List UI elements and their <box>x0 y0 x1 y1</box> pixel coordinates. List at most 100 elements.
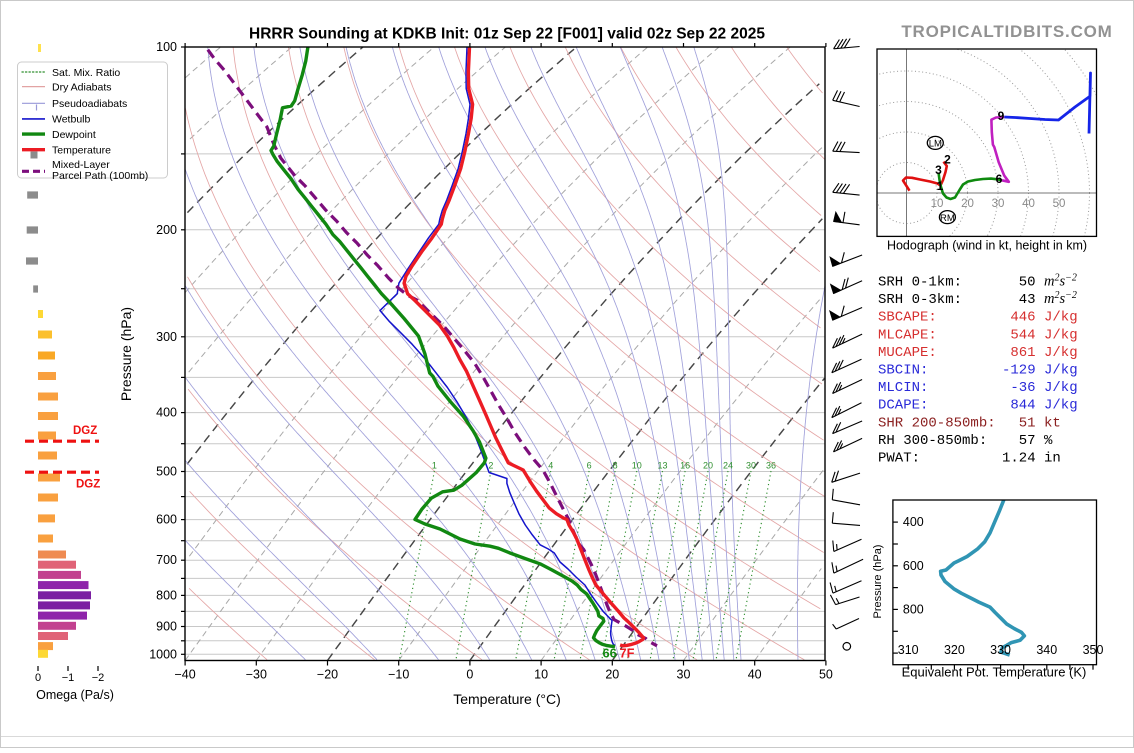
svg-text:1000: 1000 <box>149 647 177 661</box>
svg-text:in: in <box>1044 451 1061 467</box>
svg-text:J/kg: J/kg <box>1044 380 1078 396</box>
svg-text:330: 330 <box>990 643 1011 657</box>
svg-text:4: 4 <box>548 461 553 471</box>
svg-text:MLCAPE:: MLCAPE: <box>878 327 937 343</box>
svg-text:Sat. Mix. Ratio: Sat. Mix. Ratio <box>52 67 120 79</box>
svg-text:200: 200 <box>156 223 177 237</box>
svg-text:20: 20 <box>961 198 974 210</box>
svg-text:100: 100 <box>156 40 177 54</box>
svg-text:700: 700 <box>156 553 177 567</box>
svg-text:Omega (Pa/s): Omega (Pa/s) <box>36 688 114 702</box>
svg-text:844: 844 <box>1010 398 1035 414</box>
svg-text:HRRR Sounding at KDKB Init: 01: HRRR Sounding at KDKB Init: 01z Sep 22 [… <box>249 26 765 43</box>
svg-text:Temperature: Temperature <box>52 145 111 157</box>
svg-text:10: 10 <box>931 198 944 210</box>
svg-text:320: 320 <box>944 643 965 657</box>
svg-text:36: 36 <box>766 461 776 471</box>
svg-text:Temperature (°C): Temperature (°C) <box>453 691 561 707</box>
svg-text:40: 40 <box>748 668 762 682</box>
svg-text:TROPICALTIDBITS.COM: TROPICALTIDBITS.COM <box>901 22 1112 41</box>
svg-text:Parcel Path (100mb): Parcel Path (100mb) <box>52 170 148 182</box>
svg-text:20: 20 <box>605 668 619 682</box>
svg-text:350: 350 <box>1083 643 1104 657</box>
svg-text:Wetbulb: Wetbulb <box>52 114 90 126</box>
svg-text:30: 30 <box>677 668 691 682</box>
svg-text:800: 800 <box>903 602 924 616</box>
svg-text:J/kg: J/kg <box>1044 310 1078 326</box>
svg-text:10: 10 <box>534 668 548 682</box>
svg-text:500: 500 <box>156 465 177 479</box>
svg-text:2: 2 <box>944 153 951 167</box>
svg-text:30: 30 <box>746 461 756 471</box>
svg-text:-129: -129 <box>1002 363 1036 379</box>
svg-text:310: 310 <box>898 643 919 657</box>
svg-text:0: 0 <box>466 668 473 682</box>
svg-text:Pressure (hPa): Pressure (hPa) <box>872 545 884 619</box>
svg-text:LM: LM <box>929 139 942 150</box>
svg-text:800: 800 <box>156 588 177 602</box>
svg-text:SBCIN:: SBCIN: <box>878 363 928 379</box>
svg-text:600: 600 <box>903 559 924 573</box>
svg-text:7F: 7F <box>620 646 635 661</box>
svg-text:−20: −20 <box>317 668 338 682</box>
svg-text:861: 861 <box>1010 345 1035 361</box>
svg-text:−2: −2 <box>92 672 105 684</box>
svg-text:-36: -36 <box>1010 380 1035 396</box>
svg-text:J/kg: J/kg <box>1044 327 1078 343</box>
svg-text:Pseudoadiabats: Pseudoadiabats <box>52 98 127 110</box>
svg-text:57: 57 <box>1019 433 1036 449</box>
svg-text:400: 400 <box>156 406 177 420</box>
svg-text:16: 16 <box>680 461 690 471</box>
svg-text:−40: −40 <box>174 668 195 682</box>
svg-text:MLCIN:: MLCIN: <box>878 380 928 396</box>
svg-text:1: 1 <box>432 461 437 471</box>
svg-text:kt: kt <box>1044 415 1061 431</box>
svg-text:−10: −10 <box>388 668 409 682</box>
svg-text:Pressure (hPa): Pressure (hPa) <box>118 307 134 401</box>
svg-text:400: 400 <box>903 515 924 529</box>
svg-text:J/kg: J/kg <box>1044 345 1078 361</box>
svg-text:6: 6 <box>587 461 592 471</box>
svg-text:13: 13 <box>657 461 667 471</box>
svg-text:6: 6 <box>996 172 1003 186</box>
svg-text:SRH 0-3km:: SRH 0-3km: <box>878 292 962 308</box>
svg-text:600: 600 <box>156 513 177 527</box>
svg-text:DGZ: DGZ <box>73 425 97 437</box>
svg-text:66: 66 <box>603 646 617 661</box>
svg-text:51: 51 <box>1019 415 1036 431</box>
svg-text:%: % <box>1044 433 1053 449</box>
svg-text:MUCAPE:: MUCAPE: <box>878 345 937 361</box>
svg-text:Mixed-Layer: Mixed-Layer <box>52 159 110 171</box>
svg-text:SRH 0-1km:: SRH 0-1km: <box>878 275 962 291</box>
svg-text:8: 8 <box>613 461 618 471</box>
svg-text:0: 0 <box>35 672 41 684</box>
svg-text:300: 300 <box>156 330 177 344</box>
svg-text:50: 50 <box>1019 275 1036 291</box>
svg-text:RM: RM <box>940 213 955 224</box>
svg-text:Equivalent Pot. Temperature (K: Equivalent Pot. Temperature (K) <box>902 665 1087 680</box>
svg-text:3: 3 <box>935 163 942 177</box>
svg-text:J/kg: J/kg <box>1044 398 1078 414</box>
svg-text:Dewpoint: Dewpoint <box>52 129 96 141</box>
svg-text:20: 20 <box>703 461 713 471</box>
svg-text:50: 50 <box>1053 198 1066 210</box>
svg-text:2: 2 <box>488 461 493 471</box>
svg-text:40: 40 <box>1022 198 1035 210</box>
svg-text:10: 10 <box>632 461 642 471</box>
svg-text:Dry Adiabats: Dry Adiabats <box>52 81 112 93</box>
svg-text:−30: −30 <box>246 668 267 682</box>
svg-text:544: 544 <box>1010 327 1035 343</box>
svg-text:PWAT:: PWAT: <box>878 451 920 467</box>
svg-text:446: 446 <box>1010 310 1035 326</box>
svg-text:24: 24 <box>723 461 733 471</box>
svg-text:DCAPE:: DCAPE: <box>878 398 928 414</box>
svg-text:SBCAPE:: SBCAPE: <box>878 310 937 326</box>
svg-text:Hodograph (wind in kt, height: Hodograph (wind in kt, height in km) <box>887 239 1087 253</box>
svg-text:−1: −1 <box>62 672 75 684</box>
svg-text:1.24: 1.24 <box>1002 451 1036 467</box>
svg-text:9: 9 <box>998 109 1005 123</box>
svg-text:900: 900 <box>156 620 177 634</box>
svg-text:30: 30 <box>992 198 1005 210</box>
svg-text:SHR 200-850mb:: SHR 200-850mb: <box>878 415 996 431</box>
svg-text:1: 1 <box>937 179 944 193</box>
